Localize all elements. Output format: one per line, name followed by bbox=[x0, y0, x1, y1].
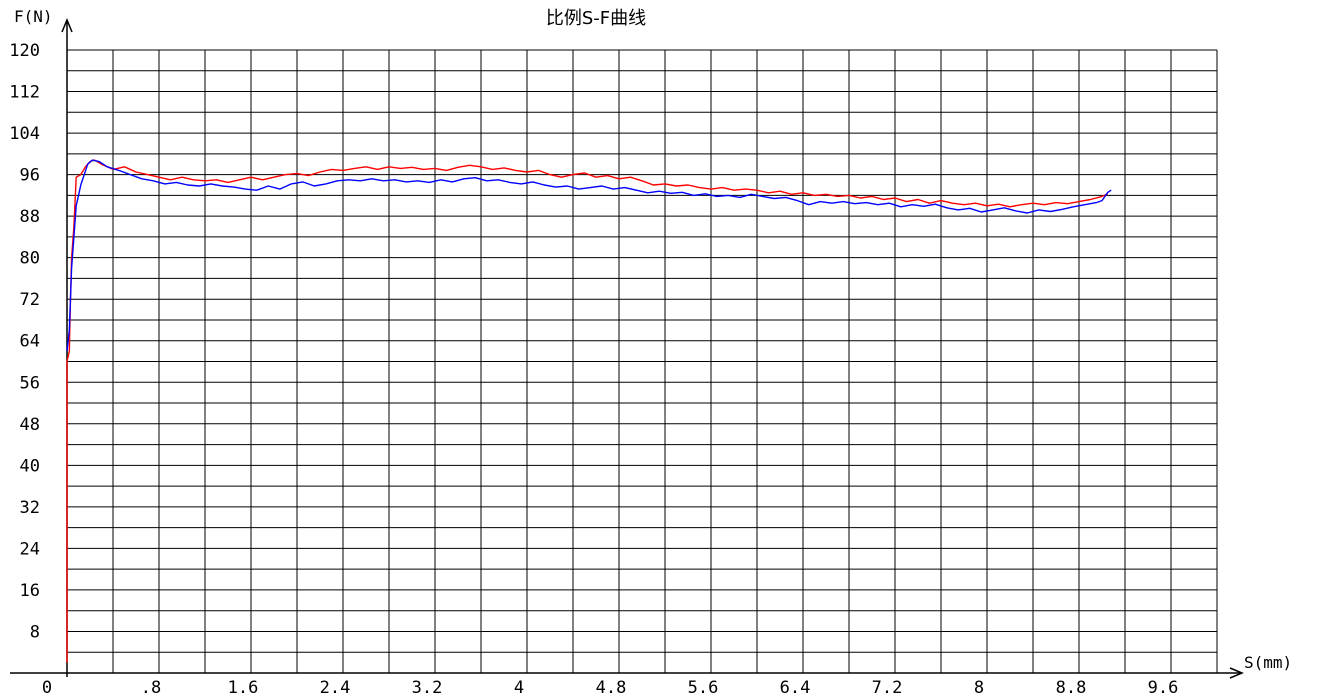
y-tick-label: 56 bbox=[20, 373, 40, 393]
x-tick-label: 8 bbox=[974, 678, 984, 697]
y-tick-label: 8 bbox=[30, 622, 40, 642]
y-tick-label: 80 bbox=[20, 249, 40, 269]
y-tick-label: 104 bbox=[9, 124, 40, 144]
grid bbox=[67, 49, 1218, 673]
x-axis-label: S(mm) bbox=[1244, 653, 1292, 672]
x-tick-label: .8 bbox=[141, 678, 161, 697]
x-tick-label: 5.6 bbox=[688, 678, 719, 697]
x-axis-arrow bbox=[1229, 667, 1244, 679]
y-tick-label: 48 bbox=[20, 415, 40, 435]
series-group bbox=[66, 159, 1112, 663]
x-tick-label: 6.4 bbox=[780, 678, 811, 697]
y-axis-arrow bbox=[61, 18, 73, 33]
y-tick-label: 32 bbox=[20, 498, 40, 518]
x-tick-label: 7.2 bbox=[872, 678, 903, 697]
y-tick-label: 120 bbox=[9, 41, 40, 61]
y-tick-label: 72 bbox=[20, 290, 40, 310]
x-tick-label: 9.6 bbox=[1148, 678, 1179, 697]
y-tick-label: 112 bbox=[9, 83, 40, 103]
x-tick-label: 2.4 bbox=[320, 678, 351, 697]
x-tick-label: 0 bbox=[42, 678, 52, 697]
axes bbox=[10, 18, 1244, 679]
x-tick-label: 3.2 bbox=[412, 678, 443, 697]
y-tick-label: 64 bbox=[20, 332, 40, 352]
x-tick-label: 8.8 bbox=[1056, 678, 1087, 697]
chart-title: 比例S-F曲线 bbox=[546, 8, 646, 29]
y-tick-label: 24 bbox=[20, 539, 40, 559]
y-tick-label: 96 bbox=[20, 166, 40, 186]
series-line-1 bbox=[66, 159, 1109, 663]
y-axis-label: F(N) bbox=[14, 7, 53, 26]
x-tick-label: 1.6 bbox=[228, 678, 259, 697]
y-tick-label: 40 bbox=[20, 456, 40, 476]
y-tick-label: 16 bbox=[20, 581, 40, 601]
x-tick-label: 4 bbox=[514, 678, 524, 697]
series-line-2 bbox=[66, 159, 1112, 352]
y-tick-label: 88 bbox=[20, 207, 40, 227]
x-tick-label: 4.8 bbox=[596, 678, 627, 697]
